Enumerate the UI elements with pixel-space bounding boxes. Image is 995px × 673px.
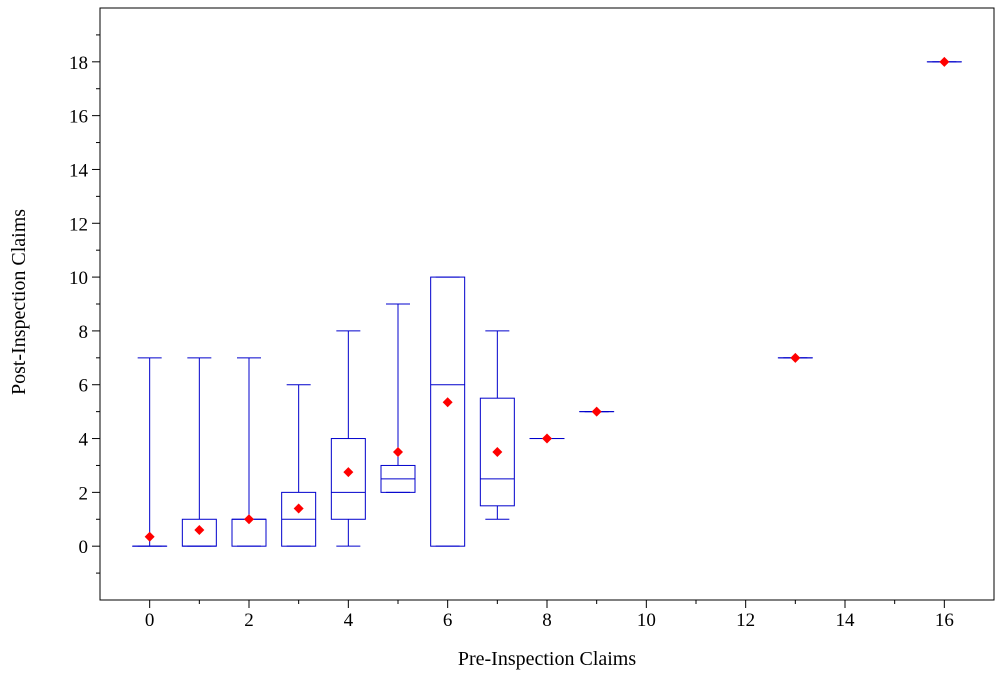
mean-marker — [194, 525, 205, 536]
y-axis-title: Post-Inspection Claims — [8, 209, 30, 395]
box-group-x13 — [777, 352, 813, 363]
y-tick-label: 0 — [79, 537, 89, 558]
plot-area-frame — [99, 7, 995, 601]
box-group-x1 — [181, 357, 217, 547]
box-group-x6 — [430, 276, 466, 547]
mean-marker — [442, 397, 453, 408]
mean-marker — [790, 352, 801, 363]
y-tick-label: 10 — [69, 268, 88, 289]
y-tick-label: 4 — [79, 430, 89, 451]
x-axis-title: Pre-Inspection Claims — [458, 648, 637, 670]
box-group-x0 — [132, 357, 168, 547]
mean-marker — [542, 433, 552, 444]
x-tick-label: 8 — [542, 610, 552, 631]
iqr-box — [479, 397, 515, 507]
mean-marker — [939, 56, 950, 67]
y-tick-label: 16 — [69, 107, 88, 128]
y-tick-label: 12 — [69, 214, 88, 235]
box-group-x5 — [380, 303, 416, 493]
y-tick-label: 14 — [69, 160, 89, 181]
y-tick-label: 18 — [69, 53, 88, 74]
mean-marker — [244, 514, 254, 525]
box-group-x2 — [231, 357, 267, 547]
y-tick-label: 6 — [79, 376, 89, 397]
y-tick-label: 2 — [79, 483, 89, 504]
mean-marker — [293, 503, 304, 514]
mean-marker — [492, 447, 503, 457]
box-group-x7 — [479, 330, 515, 520]
x-tick-label: 12 — [736, 610, 755, 631]
mean-marker — [343, 467, 354, 478]
x-tick-label: 10 — [637, 610, 656, 631]
x-tick-label: 16 — [935, 610, 954, 631]
x-axis-ticks: 0 2 4 6 8 10 12 14 16 — [145, 600, 954, 631]
box-series — [132, 56, 962, 547]
iqr-box — [330, 438, 366, 520]
x-tick-label: 0 — [145, 610, 155, 631]
x-tick-label: 6 — [443, 610, 453, 631]
box-group-x9 — [579, 406, 615, 417]
y-tick-label: 8 — [79, 322, 89, 343]
x-tick-label: 14 — [836, 610, 856, 631]
x-tick-label: 2 — [244, 610, 254, 631]
box-group-x3 — [281, 384, 317, 547]
mean-marker — [591, 406, 602, 417]
y-axis-ticks: 0 2 4 6 8 10 12 14 16 18 — [69, 34, 100, 574]
box-group-x16 — [926, 56, 962, 67]
iqr-box — [430, 276, 466, 547]
box-group-x8 — [529, 433, 565, 444]
x-tick-label: 4 — [344, 610, 354, 631]
mean-marker — [144, 531, 155, 542]
mean-marker — [393, 447, 403, 457]
box-group-x4 — [330, 330, 366, 547]
